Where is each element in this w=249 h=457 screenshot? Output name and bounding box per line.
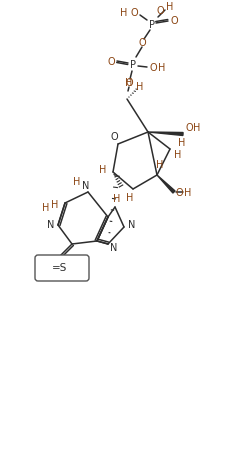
Text: H: H: [156, 160, 164, 170]
Text: N: N: [82, 181, 90, 191]
Text: O: O: [107, 57, 115, 67]
Text: O: O: [170, 16, 178, 26]
Text: P: P: [130, 60, 136, 70]
Text: H: H: [193, 123, 201, 133]
Text: N: N: [128, 220, 136, 230]
Text: H: H: [42, 203, 50, 213]
Text: N: N: [47, 220, 55, 230]
Text: H: H: [158, 63, 166, 73]
Text: H: H: [120, 8, 128, 18]
Text: O: O: [138, 38, 146, 48]
Text: P: P: [149, 20, 155, 30]
Text: H: H: [73, 177, 81, 187]
Text: H: H: [125, 78, 133, 88]
Text: H: H: [136, 82, 144, 92]
Text: O: O: [185, 123, 193, 133]
FancyBboxPatch shape: [35, 255, 89, 281]
Text: O: O: [125, 78, 133, 88]
Text: H: H: [174, 150, 182, 160]
Text: N: N: [110, 243, 118, 253]
Text: O: O: [149, 63, 157, 73]
Text: O: O: [130, 8, 138, 18]
Polygon shape: [148, 132, 183, 135]
Text: H: H: [166, 2, 174, 12]
Text: H: H: [126, 193, 134, 203]
Text: H: H: [99, 165, 107, 175]
Text: H: H: [184, 188, 192, 198]
Text: =S: =S: [52, 263, 68, 273]
Text: H: H: [51, 200, 59, 210]
Text: H: H: [113, 194, 121, 204]
Text: H: H: [178, 138, 186, 148]
Text: O: O: [156, 6, 164, 16]
Polygon shape: [157, 175, 175, 193]
Text: O: O: [110, 132, 118, 142]
Text: O: O: [175, 188, 183, 198]
